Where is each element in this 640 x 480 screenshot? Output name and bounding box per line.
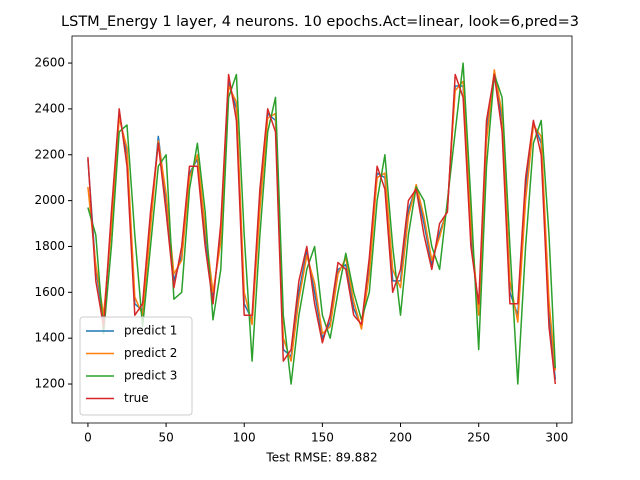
x-tick-label: 150 bbox=[311, 431, 334, 445]
x-tick-label: 0 bbox=[84, 431, 92, 445]
x-tick-label: 50 bbox=[158, 431, 173, 445]
y-tick-label: 1400 bbox=[34, 331, 65, 345]
chart-title: LSTM_Energy 1 layer, 4 neurons. 10 epoch… bbox=[61, 14, 579, 30]
x-tick-label: 250 bbox=[467, 431, 490, 445]
legend-label: predict 2 bbox=[124, 346, 177, 360]
legend-label: predict 1 bbox=[124, 324, 177, 338]
y-tick-label: 2600 bbox=[34, 56, 65, 70]
y-tick-label: 2200 bbox=[34, 147, 65, 161]
legend-box bbox=[79, 316, 193, 416]
y-tick-label: 1200 bbox=[34, 377, 65, 391]
x-tick-label: 100 bbox=[233, 431, 256, 445]
plot-frame bbox=[71, 35, 573, 424]
y-tick-label: 2400 bbox=[34, 101, 65, 115]
legend-label: predict 3 bbox=[124, 369, 177, 383]
legend-label: true bbox=[124, 391, 149, 405]
y-tick-label: 1800 bbox=[34, 239, 65, 253]
y-tick-label: 1600 bbox=[34, 285, 65, 299]
series-line bbox=[87, 69, 557, 371]
series-line bbox=[87, 62, 557, 385]
x-tick-label: 300 bbox=[545, 431, 568, 445]
series-line bbox=[87, 73, 557, 385]
y-tick-label: 2000 bbox=[34, 193, 65, 207]
x-tick-label: 200 bbox=[389, 431, 412, 445]
x-axis-label: Test RMSE: 89.882 bbox=[265, 451, 377, 465]
